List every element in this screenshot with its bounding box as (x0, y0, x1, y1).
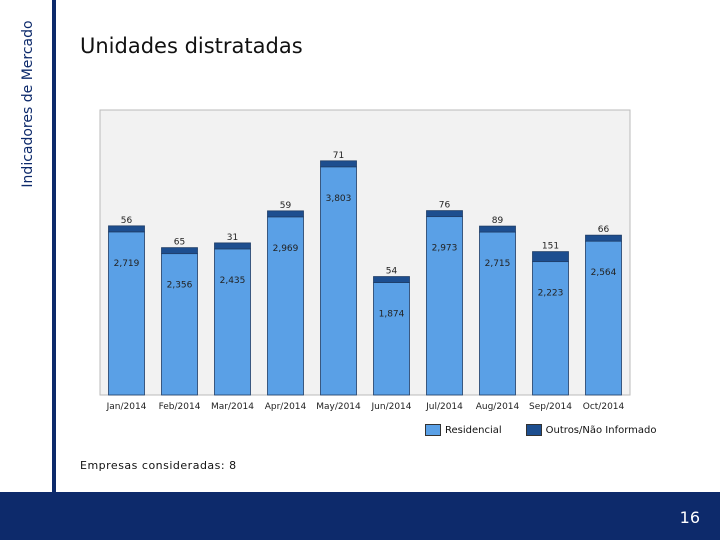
data-label-residencial: 1,874 (379, 310, 405, 320)
bar-outros (267, 210, 304, 218)
bar-outros (585, 234, 622, 242)
x-tick-label: Feb/2014 (159, 402, 201, 412)
sidebar: Indicadores de Mercado (0, 0, 56, 540)
bar-residencial (108, 231, 145, 396)
data-label-residencial: 2,435 (220, 276, 246, 286)
bar-outros (532, 251, 569, 263)
chart-legend: Residencial Outros/Não Informado (425, 424, 657, 436)
sidebar-divider (52, 0, 56, 492)
bar-residencial (585, 240, 622, 396)
x-tick-label: Aug/2014 (476, 402, 520, 412)
chart: 2,719 56 Jan/2014 2,356 65 Feb/2014 2,435 31 Mar… (99, 109, 631, 412)
data-label-residencial: 2,223 (538, 289, 564, 299)
bar-outros (320, 160, 357, 168)
data-label-outros: 66 (598, 225, 610, 235)
x-tick-label: May/2014 (316, 402, 361, 412)
x-tick-label: Oct/2014 (583, 402, 625, 412)
bar-residencial (161, 253, 198, 396)
data-label-outros: 56 (121, 216, 133, 226)
bar-outros (108, 225, 145, 233)
x-tick-label: Sep/2014 (529, 402, 572, 412)
x-tick-label: Jul/2014 (425, 402, 463, 412)
x-tick-label: Jan/2014 (106, 402, 147, 412)
legend-swatch-residencial (425, 424, 441, 436)
data-label-outros: 59 (280, 201, 292, 211)
bar-outros (426, 210, 463, 218)
footnote: Empresas consideradas: 8 (80, 459, 237, 472)
bar-residencial (479, 231, 516, 396)
bar-residencial (320, 166, 357, 396)
legend-item-residencial: Residencial (425, 424, 502, 436)
legend-swatch-outros (525, 424, 542, 436)
data-label-outros: 54 (386, 267, 398, 277)
data-label-residencial: 2,356 (167, 281, 193, 291)
data-label-outros: 71 (333, 151, 344, 161)
legend-item-outros: Outros/Não Informado (525, 424, 657, 436)
data-label-residencial: 2,719 (114, 259, 140, 269)
bar-residencial (267, 216, 304, 396)
page-number: 16 (679, 508, 700, 527)
data-label-residencial: 2,564 (591, 268, 617, 278)
bar-outros (373, 276, 410, 283)
bar-outros (479, 225, 516, 233)
footer-bar (0, 492, 720, 540)
data-label-residencial: 2,973 (432, 244, 458, 254)
bar-residencial (373, 282, 410, 396)
data-label-outros: 65 (174, 238, 185, 248)
bar-outros (161, 247, 198, 255)
x-tick-label: Mar/2014 (211, 402, 254, 412)
data-label-outros: 151 (542, 242, 559, 252)
data-label-outros: 76 (439, 201, 451, 211)
data-label-outros: 31 (227, 233, 238, 243)
page-title: Unidades distratadas (80, 34, 303, 58)
data-label-residencial: 2,715 (485, 259, 511, 269)
data-label-residencial: 2,969 (273, 244, 299, 254)
legend-label-residencial: Residencial (445, 424, 502, 436)
x-tick-label: Apr/2014 (265, 402, 307, 412)
data-label-outros: 89 (492, 216, 504, 226)
bar-residencial (532, 261, 569, 396)
legend-label-outros: Outros/Não Informado (545, 424, 657, 436)
bar-outros (214, 242, 251, 250)
bar-residencial (214, 248, 251, 396)
x-tick-label: Jun/2014 (371, 402, 412, 412)
data-label-residencial: 3,803 (326, 194, 352, 204)
chart-svg: 2,719 56 Jan/2014 2,356 65 Feb/2014 2,435 31 Mar… (99, 109, 631, 412)
bar-residencial (426, 216, 463, 396)
